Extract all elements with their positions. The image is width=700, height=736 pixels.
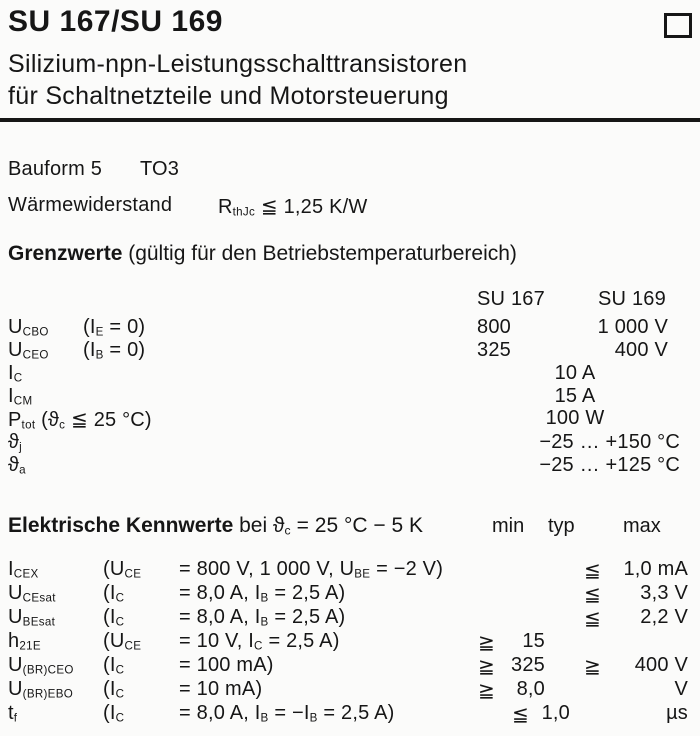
grenzwerte-heading-bold: Grenzwerte [8,242,123,265]
column-header-min: min [492,515,525,537]
condition-tf-rest: = 8,0 A, IB = −IB = 2,5 A) [179,702,395,725]
max-sign-ucesat: ≦ [584,584,601,606]
max-value-icex: 1,0 mA [623,558,688,580]
min-sign-h21e: ≧ [478,632,495,654]
condition-ubrceo-sym: (IC [103,654,125,677]
symbol-ic: IC [8,362,23,385]
condition-ubesat-rest: = 8,0 A, IB = 2,5 A) [179,606,346,629]
grenzwerte-heading: Grenzwerte (gültig für den Betriebstempe… [8,242,517,266]
column-header-su169: SU 169 [598,288,666,310]
grenzwerte-heading-rest: (gültig für den Betriebstemperaturbereic… [122,242,517,265]
max-value-ubrceo: 400 V [634,654,688,676]
condition-ubrceo: (IC = 100 mA) [103,654,274,677]
thermal-resistance-value: RthJc ≦ 1,25 K/W [218,196,368,219]
value-ptot: 100 W [545,407,605,429]
condition-ubrebo: (IC = 10 mA) [103,678,262,701]
condition-ubrebo-sym: (IC [103,678,125,701]
min-sign-ubrceo: ≧ [478,656,495,678]
symbol-icex: ICEX [8,558,39,581]
condition-ubrceo-rest: = 100 mA) [179,654,274,676]
symbol-theta-j: ϑj [8,431,23,454]
condition-h21e-sym: (UCE [103,630,142,653]
max-sign-icex: ≦ [584,560,601,582]
max-sign-ubesat: ≦ [584,608,601,630]
value-icm: 15 A [554,385,596,407]
value-theta-a: −25 … +125 °C [539,454,680,476]
kennwerte-heading-rest: bei ϑc = 25 °C − 5 K [233,514,423,538]
value-theta-j: −25 … +150 °C [539,431,680,453]
symbol-theta-a: ϑa [8,454,26,477]
subtitle-line-1: Silizium-npn-Leistungsschalttransistoren [8,50,468,78]
condition-tf-sym: (IC [103,702,125,725]
symbol-ubrebo: U(BR)EBO [8,678,74,701]
value-uceo-su167: 325 [477,339,511,361]
symbol-ubrceo: U(BR)CEO [8,654,74,677]
kennwerte-heading: Elektrische Kennwerte bei ϑc = 25 °C − 5… [8,514,423,538]
min-value-h21e: 15 [522,630,545,652]
unit-tf: µs [666,702,688,724]
condition-h21e-rest: = 10 V, IC = 2,5 A) [179,630,340,653]
condition-ucesat-sym: (IC [103,582,125,605]
condition-tf: (IC = 8,0 A, IB = −IB = 2,5 A) [103,702,395,725]
typ-value-tf: 1,0 [541,702,570,724]
symbol-ubesat: UBEsat [8,606,56,629]
condition-uceo: (IB = 0) [83,339,146,362]
condition-ubesat-sym: (IC [103,606,125,629]
subtitle-line-2: für Schaltnetzteile und Motorsteuerung [8,82,449,110]
symbol-ucesat: UCEsat [8,582,56,605]
column-header-typ: typ [548,515,575,537]
symbol-tf: tf [8,702,18,725]
max-value-ucesat: 3,3 V [640,582,688,604]
max-value-ubesat: 2,2 V [640,606,688,628]
min-value-ubrebo: 8,0 [516,678,545,700]
condition-ucesat-rest: = 8,0 A, IB = 2,5 A) [179,582,346,605]
symbol-ptot: Ptot (ϑc ≦ 25 °C) [8,409,152,432]
max-sign-ubrceo: ≧ [584,656,601,678]
min-sign-ubrebo: ≧ [478,680,495,702]
typ-sign-tf: ≦ [512,704,529,726]
column-header-max: max [623,515,661,537]
value-ucbo-su167: 800 [477,316,511,338]
thermal-resistance-label: Wärmewiderstand [8,194,173,216]
header-divider [0,118,700,122]
bauform-package: TO3 [140,158,180,180]
symbol-uceo: UCEO [8,339,49,362]
symbol-h21e: h21E [8,630,41,653]
condition-ubesat: (IC = 8,0 A, IB = 2,5 A) [103,606,345,629]
symbol-icm: ICM [8,385,33,408]
condition-ubrebo-rest: = 10 mA) [179,678,263,700]
page-title: SU 167/SU 169 [8,5,223,38]
condition-icex-sym: (UCE [103,558,142,581]
min-value-ubrceo: 325 [511,654,545,676]
condition-icex: (UCE = 800 V, 1 000 V, UBE = −2 V) [103,558,443,581]
corner-square-icon [664,13,692,38]
condition-ucesat: (IC = 8,0 A, IB = 2,5 A) [103,582,345,605]
condition-icex-rest: = 800 V, 1 000 V, UBE = −2 V) [179,558,444,581]
value-uceo-su169: 400 V [614,339,668,361]
condition-h21e: (UCE = 10 V, IC = 2,5 A) [103,630,340,653]
bauform-label: Bauform 5 [8,158,103,180]
value-ucbo-su169: 1 000 V [597,316,668,338]
unit-ubrebo: V [674,678,688,700]
condition-ucbo: (IE = 0) [83,316,146,339]
symbol-ucbo: UCBO [8,316,49,339]
value-ic: 10 A [554,362,596,384]
column-header-su167: SU 167 [477,288,545,310]
kennwerte-heading-bold: Elektrische Kennwerte [8,514,234,537]
